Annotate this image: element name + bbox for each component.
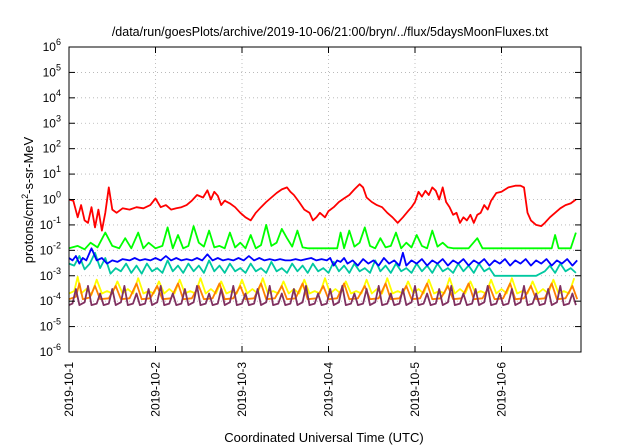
chart-title: /data/run/goesPlots/archive/2019-10-06/2… [112, 25, 549, 39]
x-tick-label: 2019-10-6 [495, 362, 509, 417]
y-axis: 10-6 10-5 10-4 10-3 10-2 10-1 100 101 102 103 104 1… [40, 37, 581, 359]
y-tick-label: 10-4 [40, 291, 61, 308]
series-group [68, 183, 579, 307]
y-tick-label: 100 [43, 190, 61, 207]
series-line-1 [68, 183, 577, 232]
y-tick-label: 10-5 [40, 317, 61, 334]
y-tick-label: 10-2 [40, 240, 61, 257]
x-axis-title: Coordinated Universal Time (UTC) [224, 430, 423, 445]
x-tick-label: 2019-10-2 [149, 362, 163, 417]
y-tick-label: 10-3 [40, 266, 61, 283]
y-tick-label: 103 [43, 113, 61, 130]
grid [69, 47, 581, 352]
y-axis-title: protons/cm2-s-sr-MeV [20, 136, 36, 263]
y-tick-label: 104 [43, 88, 61, 105]
x-tick-label: 2019-10-3 [235, 362, 249, 417]
y-tick-label: 106 [43, 37, 61, 54]
y-tick-label: 10-6 [40, 342, 61, 359]
series-line-2 [68, 223, 577, 251]
y-tick-label: 105 [43, 62, 61, 79]
series-line-4 [68, 247, 578, 267]
x-tick-label: 2019-10-5 [408, 362, 422, 417]
series-line-3 [68, 251, 577, 277]
series-line-7 [68, 284, 577, 307]
y-tick-label: 10-1 [40, 215, 61, 232]
x-axis: 2019-10-1 2019-10-2 2019-10-3 2019-10-4 2019… [62, 47, 509, 417]
x-tick-label: 2019-10-1 [62, 362, 76, 417]
series-line-5 [68, 275, 576, 296]
y-tick-label: 101 [43, 164, 61, 181]
x-tick-label: 2019-10-4 [322, 362, 336, 417]
y-tick-label: 102 [43, 139, 61, 156]
